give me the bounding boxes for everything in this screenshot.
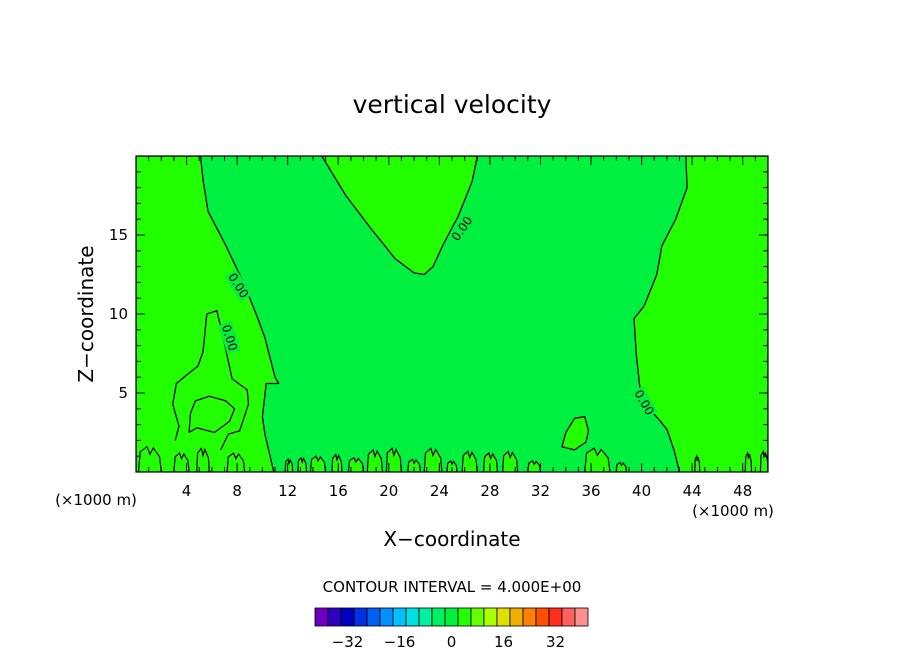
colorbar-swatch-19 bbox=[548, 607, 563, 627]
zero-contour-4 bbox=[561, 416, 590, 451]
zero-contour-1 bbox=[136, 156, 280, 472]
colorbar-swatch-9 bbox=[418, 607, 433, 627]
ground-bump-20 bbox=[615, 461, 628, 472]
colorbar-swatch-17 bbox=[522, 607, 537, 627]
colorbar-tick-label-4: 16 bbox=[494, 633, 513, 651]
ground-bump-8 bbox=[331, 453, 343, 472]
ground-bump-22 bbox=[744, 451, 753, 472]
ground-bump-10 bbox=[366, 448, 384, 472]
colorbar-swatch-11 bbox=[444, 607, 459, 627]
colorbar-swatch-14 bbox=[483, 607, 498, 627]
y-tick-label-10: 10 bbox=[109, 305, 128, 323]
positive-region-3 bbox=[634, 156, 768, 472]
plot-area: 0.000.000.000.00 4 8 12 16 20 24 28 32 36 40 44 485… bbox=[109, 155, 769, 500]
colorbar-tick-label-1: −32 bbox=[332, 633, 364, 651]
x-unit-label-right: (×1000 m) bbox=[692, 502, 774, 520]
inner-contour-1 bbox=[172, 310, 250, 451]
ground-bump-2 bbox=[173, 451, 190, 472]
colorbar-swatch-6 bbox=[379, 607, 394, 627]
contour-interval-text: CONTOUR INTERVAL = 4.000E+00 bbox=[323, 578, 582, 596]
x-tick-label-24: 24 bbox=[430, 482, 449, 500]
zero-contour-2 bbox=[321, 156, 478, 276]
x-tick-label-44: 44 bbox=[683, 482, 702, 500]
colorbar-swatch-7 bbox=[392, 607, 407, 627]
colorbar-swatch-16 bbox=[509, 607, 524, 627]
y-tick-label-15: 15 bbox=[109, 226, 128, 244]
colorbar-swatch-3 bbox=[340, 607, 355, 627]
colorbar-swatch-2 bbox=[327, 607, 342, 627]
colorbar-swatch-18 bbox=[535, 607, 550, 627]
inner-contour-2 bbox=[188, 395, 236, 434]
colorbar-swatch-12 bbox=[457, 607, 472, 627]
x-unit-label-left: (×1000 m) bbox=[55, 491, 137, 509]
ground-bump-3 bbox=[196, 446, 210, 472]
colorbar-swatch-13 bbox=[470, 607, 485, 627]
ground-bump-17 bbox=[501, 450, 519, 472]
colorbar-swatch-10 bbox=[431, 607, 446, 627]
positive-region-4 bbox=[562, 416, 589, 450]
colorbar-tick-label-2: −16 bbox=[384, 633, 416, 651]
positive-region-2 bbox=[321, 156, 478, 275]
x-tick-label-12: 12 bbox=[278, 482, 297, 500]
x-tick-label-40: 40 bbox=[632, 482, 651, 500]
colorbar-swatch-21 bbox=[574, 607, 589, 627]
colorbar-swatch-1 bbox=[314, 607, 329, 627]
x-tick-label-32: 32 bbox=[531, 482, 550, 500]
x-tick-label-20: 20 bbox=[379, 482, 398, 500]
ground-bump-12 bbox=[407, 458, 422, 472]
x-axis-label: X−coordinate bbox=[383, 527, 520, 551]
ground-bump-16 bbox=[482, 451, 499, 472]
y-axis-label: Z−coordinate bbox=[74, 245, 98, 382]
x-tick-label-36: 36 bbox=[581, 482, 600, 500]
colorbar-tick-label-5: 32 bbox=[546, 633, 565, 651]
colorbar-swatch-20 bbox=[561, 607, 576, 627]
y-tick-label-5: 5 bbox=[118, 384, 128, 402]
ground-bump-13 bbox=[423, 447, 443, 472]
colorbar-tick-label-3: 0 bbox=[447, 633, 457, 651]
chart-title: vertical velocity bbox=[353, 90, 552, 119]
ground-bump-5 bbox=[284, 458, 294, 472]
colorbar-swatch-8 bbox=[405, 607, 420, 627]
ground-bump-4 bbox=[226, 452, 246, 472]
colorbar-swatch-15 bbox=[496, 607, 511, 627]
ground-bump-14 bbox=[446, 459, 458, 472]
colorbar: −32 −16 0 16 32 bbox=[314, 607, 589, 651]
x-tick-label-8: 8 bbox=[232, 482, 242, 500]
x-tick-label-16: 16 bbox=[329, 482, 348, 500]
colorbar-swatch-5 bbox=[366, 607, 381, 627]
x-tick-label-48: 48 bbox=[733, 482, 752, 500]
x-tick-label-4: 4 bbox=[182, 482, 192, 500]
x-tick-label-28: 28 bbox=[480, 482, 499, 500]
colorbar-swatch-4 bbox=[353, 607, 368, 627]
ground-bump-21 bbox=[694, 454, 701, 472]
